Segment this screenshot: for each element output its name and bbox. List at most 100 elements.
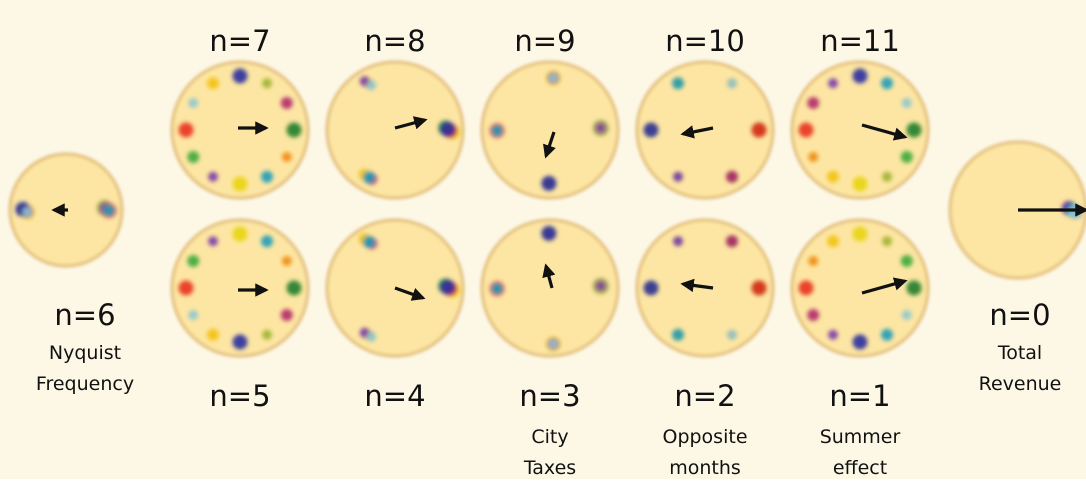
month-dot (178, 122, 194, 138)
month-dot (798, 122, 814, 138)
disc-circle (170, 218, 310, 358)
disc-n9 (480, 60, 620, 200)
month-dot (672, 328, 684, 341)
month-dot (727, 329, 737, 340)
month-dot (187, 255, 200, 267)
month-dot (901, 310, 912, 320)
top-label-5: n=11 (820, 24, 900, 58)
month-dot (548, 338, 559, 349)
phasor-arrow (861, 123, 908, 141)
disc-n5 (170, 218, 310, 358)
disc-circle (480, 60, 620, 200)
month-dot (852, 226, 868, 242)
month-dot (207, 77, 219, 90)
month-dot (548, 72, 559, 83)
bottom-label-5: n=1 (829, 379, 891, 413)
disc-n8 (325, 60, 465, 200)
month-dot (882, 171, 892, 182)
month-dots (643, 77, 767, 183)
month-dots (15, 200, 117, 220)
bottom-label-4: n=2 (674, 379, 736, 413)
month-dot (208, 236, 218, 247)
month-dot (363, 235, 376, 248)
month-dot (882, 236, 892, 247)
bottom-label-2: n=4 (364, 379, 426, 413)
bottom-label-1: n=5 (209, 379, 271, 413)
disc-circle (480, 218, 620, 358)
caption-3-line2: Taxes (523, 457, 577, 479)
month-dot (541, 225, 557, 241)
month-dot (541, 175, 557, 191)
month-dot (672, 77, 684, 90)
phasor-arrow (861, 277, 908, 295)
month-dot (366, 80, 377, 91)
month-dot (798, 280, 814, 296)
month-dot (440, 121, 456, 137)
left-caption-line2: Frequency (35, 373, 135, 395)
month-dot (726, 170, 738, 183)
caption-2-line2: months (669, 457, 741, 479)
left-disc-label: n=6 (54, 298, 116, 332)
month-dot (852, 176, 868, 192)
caption-3-line1: City (531, 426, 569, 448)
month-dots (798, 226, 922, 350)
disc-n1 (790, 218, 930, 358)
month-dots (178, 68, 302, 192)
top-label-1: n=7 (209, 24, 271, 58)
month-dot (262, 78, 272, 89)
bottom-label-3: n=3 (519, 379, 581, 413)
month-dot (103, 204, 116, 217)
month-dot (491, 124, 504, 137)
phasor-arrow (394, 286, 426, 301)
month-dot (1068, 204, 1083, 219)
month-dot (900, 151, 913, 163)
month-dot (673, 236, 683, 247)
disc-circle (790, 60, 930, 200)
month-dot (827, 170, 839, 183)
disc-n2 (635, 218, 775, 358)
month-dot (643, 280, 659, 296)
month-dot (807, 97, 820, 109)
month-dot (207, 328, 219, 341)
left-caption-line1: Nyquist (48, 342, 122, 364)
month-dot (828, 78, 838, 89)
month-dot (808, 152, 819, 162)
disc-n4 (325, 218, 465, 358)
month-dot (286, 280, 302, 296)
month-dot (827, 235, 839, 248)
month-dot (881, 328, 893, 341)
month-dot (363, 171, 376, 184)
top-label-3: n=9 (514, 24, 576, 58)
disc-n11 (790, 60, 930, 200)
month-dot (232, 176, 248, 192)
month-dot (280, 309, 293, 321)
month-dot (188, 98, 199, 108)
month-dot (751, 122, 767, 138)
month-dots (489, 225, 609, 352)
month-dot (280, 97, 293, 109)
phasor-arrow (394, 116, 428, 130)
phasor-arrow (680, 278, 714, 293)
disc-n0 (948, 140, 1086, 280)
phasor-arrow (543, 131, 556, 159)
month-dot (726, 235, 738, 248)
caption-1-line2: effect (832, 457, 888, 479)
disc-circle (790, 218, 930, 358)
month-dots (178, 226, 302, 350)
month-dot (906, 122, 922, 138)
month-dots (643, 235, 767, 341)
month-dots (798, 68, 922, 192)
month-dots (358, 76, 460, 185)
month-dot (808, 256, 819, 266)
right-caption-line2: Revenue (978, 373, 1062, 395)
month-dot (727, 78, 737, 89)
month-dot (673, 171, 683, 182)
month-dot (22, 206, 33, 217)
disc-n7 (170, 60, 310, 200)
month-dot (286, 122, 302, 138)
month-dots (358, 233, 460, 342)
month-dot (261, 235, 273, 248)
month-dot (232, 68, 248, 84)
